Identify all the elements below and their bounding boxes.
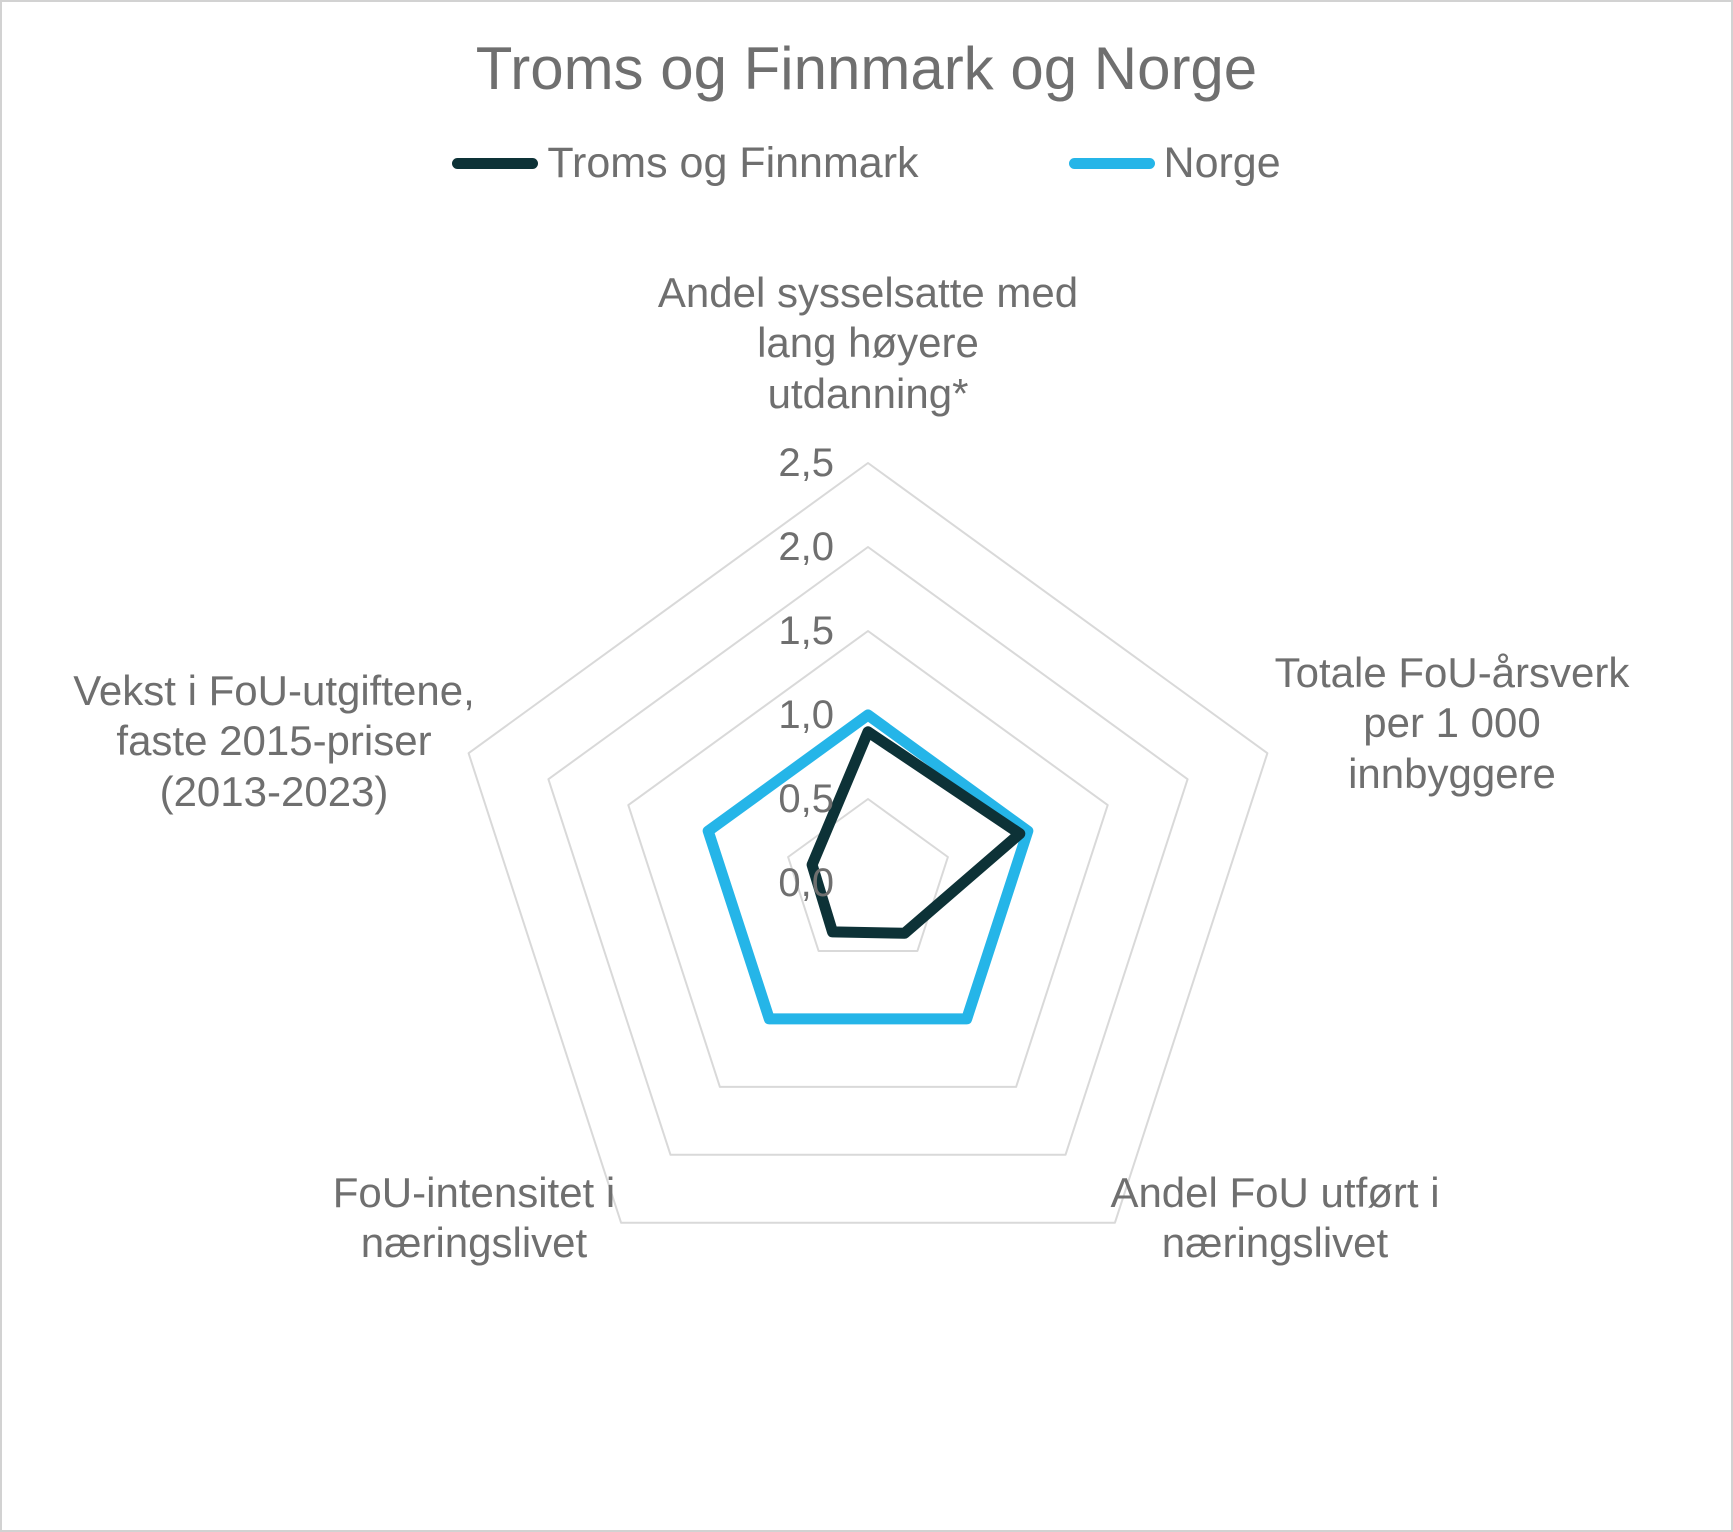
axis-label-vekst-fou-utgiftene: Vekst i FoU-utgiftene, faste 2015-priser… bbox=[73, 667, 475, 815]
axis-label-totale-fou-arsverk: Totale FoU-årsverk per 1 000 innbyggere bbox=[1274, 649, 1630, 797]
legend-line-swatch-norge bbox=[1068, 158, 1155, 169]
axis-label-fou-intensitet: FoU-intensitet i næringslivet bbox=[332, 1169, 616, 1267]
legend-item-norge[interactable]: Norge bbox=[1068, 139, 1281, 187]
legend-item-troms-og-finnmark[interactable]: Troms og Finnmark bbox=[452, 139, 919, 187]
gridline-pentagon bbox=[627, 630, 1109, 1088]
gridline-pentagon bbox=[467, 462, 1269, 1224]
radial-tick-label: 2,5 bbox=[778, 441, 834, 485]
radial-tick-label: 1,0 bbox=[778, 693, 834, 737]
gridline-pentagon bbox=[547, 546, 1189, 1156]
radial-tick-label: 0,0 bbox=[778, 861, 834, 905]
series-polygon-troms-og-finnmark bbox=[806, 726, 1026, 939]
series-polygon-norge bbox=[702, 709, 1034, 1025]
radial-tick-label: 2,0 bbox=[778, 525, 834, 569]
radial-tick-label: 1,5 bbox=[778, 609, 834, 653]
legend: Troms og Finnmark Norge bbox=[2, 142, 1731, 185]
legend-line-swatch-troms-og-finnmark bbox=[452, 158, 539, 169]
radial-tick-label: 0,5 bbox=[778, 777, 834, 821]
chart-title: Troms og Finnmark og Norge bbox=[475, 35, 1258, 102]
gridline-pentagon bbox=[787, 798, 949, 952]
axis-label-andel-sysselsatte: Andel sysselsatte med lang høyere utdann… bbox=[657, 269, 1079, 417]
legend-label-troms-og-finnmark: Troms og Finnmark bbox=[547, 139, 919, 187]
legend-label-norge: Norge bbox=[1163, 139, 1281, 187]
axis-label-andel-fou-naeringslivet: Andel FoU utført i næringslivet bbox=[1110, 1169, 1440, 1267]
